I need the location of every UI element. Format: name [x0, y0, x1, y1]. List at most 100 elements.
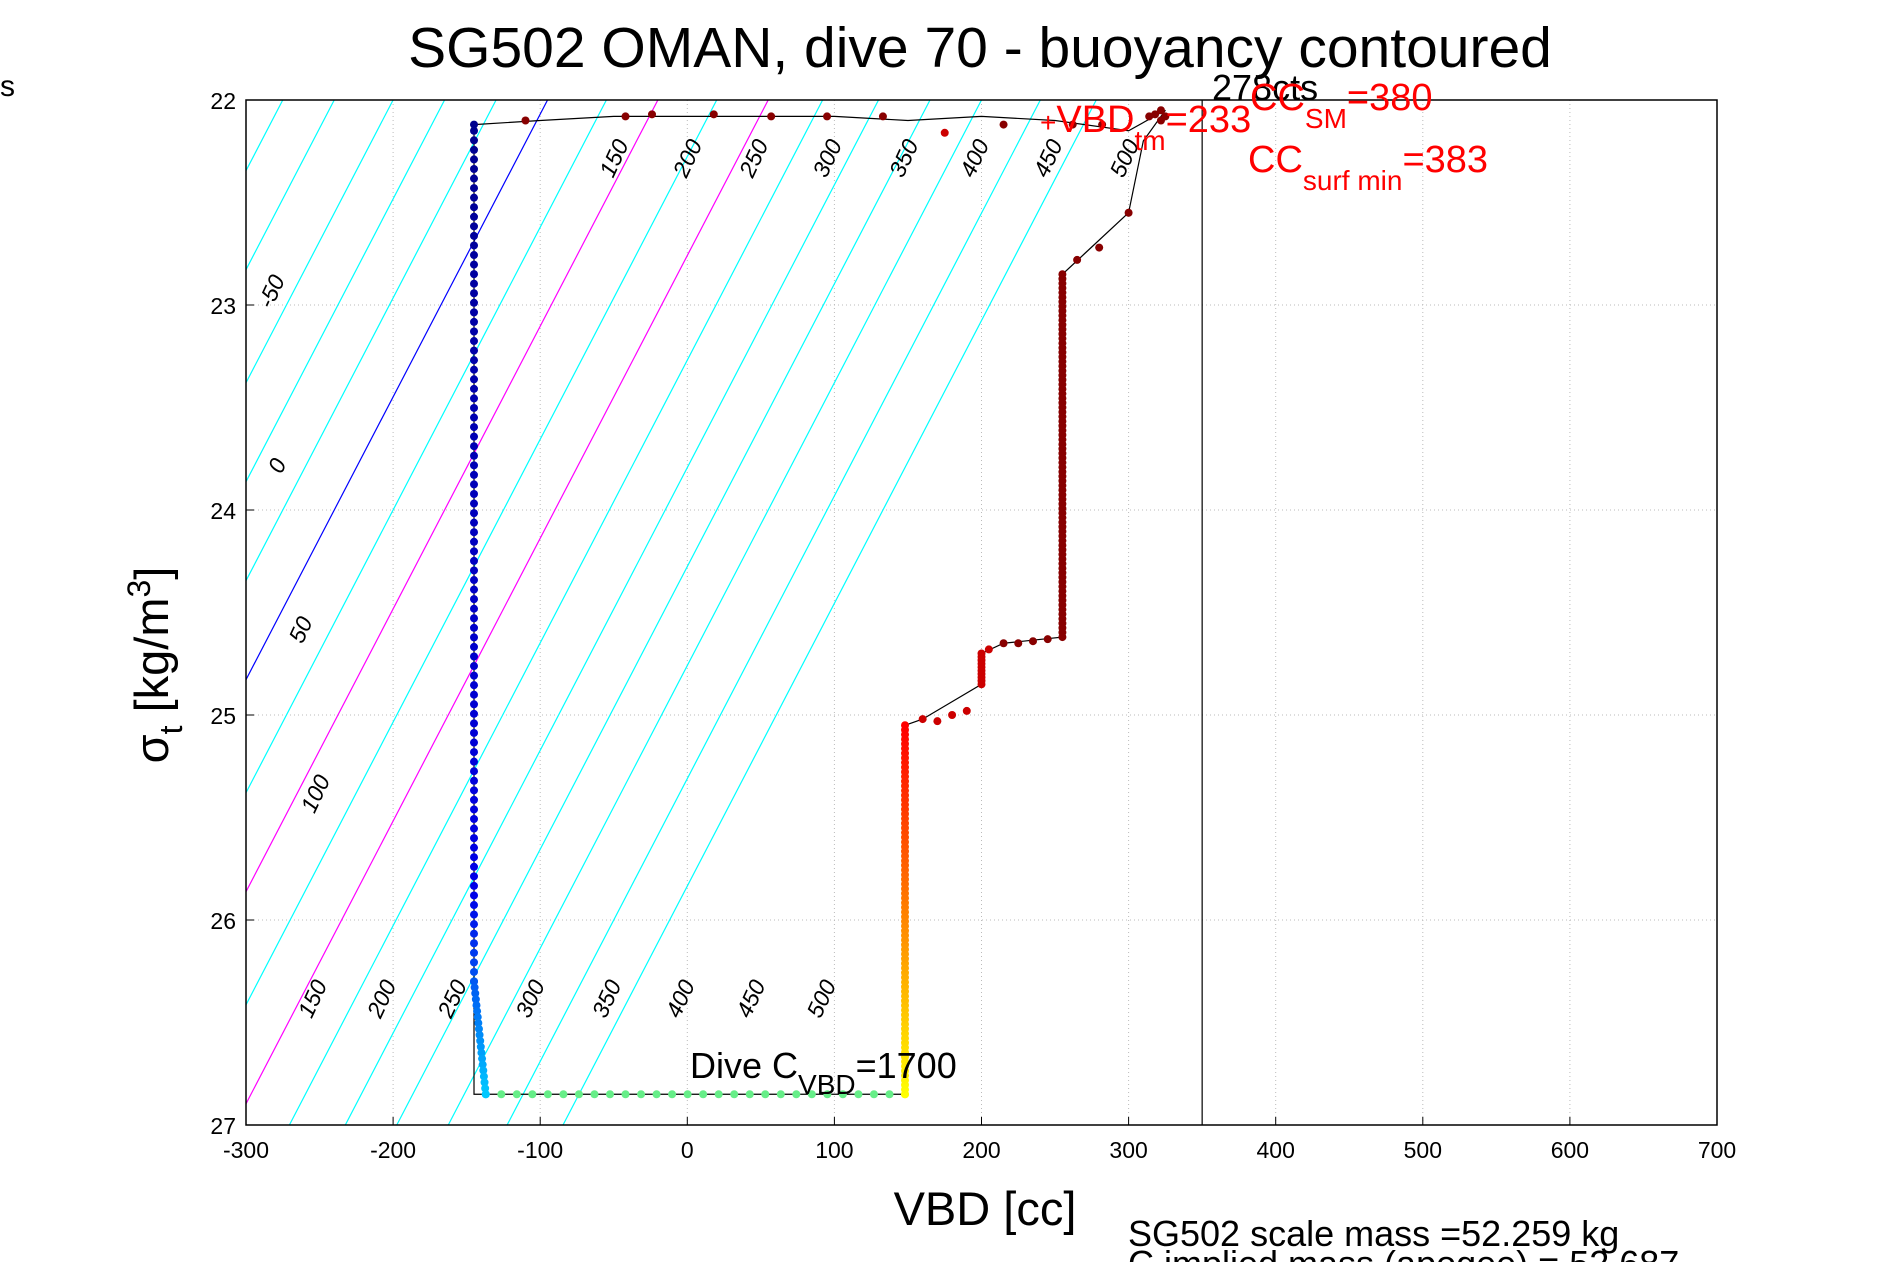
contour-line: [246, 100, 549, 681]
contour-label: 300: [807, 135, 847, 181]
data-point: [528, 1090, 537, 1099]
dive-points: [470, 106, 1170, 1099]
data-point: [479, 1072, 488, 1081]
data-point: [470, 929, 479, 938]
data-point: [470, 394, 479, 403]
data-point: [470, 155, 479, 164]
x-ticks: -300 -200 -100 0 100 200 300 400 500 600 700: [223, 1117, 1736, 1163]
data-point: [475, 1030, 484, 1039]
grid: [245, 99, 1718, 1126]
data-point: [470, 528, 479, 537]
contour-label: 400: [660, 976, 700, 1022]
data-point: [470, 958, 479, 967]
data-point: [984, 645, 993, 654]
contour-line: [447, 100, 983, 1125]
data-point: [761, 1090, 770, 1099]
contour-label: 350: [884, 135, 924, 181]
contour-line: [344, 100, 880, 1125]
data-point: [470, 423, 479, 432]
data-point: [470, 604, 479, 613]
data-point: [647, 110, 656, 119]
data-point: [901, 721, 910, 730]
data-point: [470, 700, 479, 709]
y-tick-label: 24: [210, 498, 236, 524]
dive-c-main: Dive C: [690, 1045, 798, 1086]
data-point: [470, 222, 479, 231]
data-point: [878, 112, 887, 121]
x-tick-label: 600: [1551, 1137, 1589, 1163]
x-tick-label: 500: [1404, 1137, 1442, 1163]
data-point: [470, 881, 479, 890]
data-point: [474, 1019, 483, 1028]
x-tick-label: -100: [517, 1137, 563, 1163]
data-point: [470, 289, 479, 298]
data-point: [470, 614, 479, 623]
data-point: [470, 843, 479, 852]
vbd-tm-value: =233: [1166, 99, 1252, 141]
data-point: [470, 623, 479, 632]
data-point: [767, 112, 776, 121]
vbd-tm-main: VBD: [1056, 99, 1134, 141]
y-axis-label-sup: 3: [121, 580, 157, 598]
y-tick-label: 25: [210, 703, 236, 729]
data-point: [470, 642, 479, 651]
data-point: [470, 365, 479, 374]
data-point: [470, 203, 479, 212]
x-tick-label: 700: [1698, 1137, 1736, 1163]
data-point: [473, 1007, 482, 1016]
cc-sm-sub: SM: [1305, 103, 1347, 134]
data-point: [470, 470, 479, 479]
data-point: [470, 480, 479, 489]
contour-line: [246, 100, 659, 894]
data-point: [470, 681, 479, 690]
data-point: [470, 595, 479, 604]
data-point: [478, 1054, 487, 1063]
data-point: [940, 128, 949, 137]
data-point: [470, 948, 479, 957]
contour-line: [246, 100, 718, 1007]
contour-line: [246, 100, 769, 1106]
data-point: [470, 461, 479, 470]
data-point: [999, 120, 1008, 129]
dive-c-vbd-label: Dive CVBD=1700: [690, 1045, 957, 1100]
data-point: [470, 241, 479, 250]
data-point: [470, 910, 479, 919]
contour-label: 500: [801, 976, 841, 1022]
cc-sm-value: =380: [1347, 77, 1433, 119]
data-point: [479, 1066, 488, 1075]
data-point: [470, 585, 479, 594]
data-point: [823, 1090, 832, 1099]
data-point: [470, 709, 479, 718]
data-point: [470, 977, 479, 986]
y-tick-label: 26: [210, 908, 236, 934]
data-point: [470, 901, 479, 910]
side-letter: s: [0, 70, 15, 103]
data-point: [709, 110, 718, 119]
data-point: [543, 1090, 552, 1099]
data-point: [470, 719, 479, 728]
contour-label: 0: [263, 454, 292, 477]
data-point: [470, 652, 479, 661]
footer-line-1: SG502 scale mass =52.259 kg: [1128, 1213, 1619, 1254]
data-point: [470, 251, 479, 260]
y-tick-label: 27: [210, 1113, 236, 1139]
data-point: [977, 649, 986, 658]
data-point: [470, 193, 479, 202]
data-point: [480, 1078, 489, 1087]
data-point: [470, 499, 479, 508]
data-point: [470, 327, 479, 336]
contour-label: 300: [510, 976, 550, 1022]
contour-line: [246, 100, 607, 795]
contour-label: 150: [292, 976, 332, 1022]
y-axis-label-sigma: σ: [125, 734, 178, 763]
cc-sm-main: CC: [1250, 77, 1305, 119]
data-point: [470, 432, 479, 441]
data-point: [470, 690, 479, 699]
contour-label: 250: [733, 135, 773, 182]
data-point: [470, 748, 479, 757]
dive-c-value: =1700: [856, 1045, 957, 1086]
data-point: [470, 384, 479, 393]
data-point: [470, 834, 479, 843]
data-point: [918, 715, 927, 724]
x-tick-label: 0: [681, 1137, 694, 1163]
